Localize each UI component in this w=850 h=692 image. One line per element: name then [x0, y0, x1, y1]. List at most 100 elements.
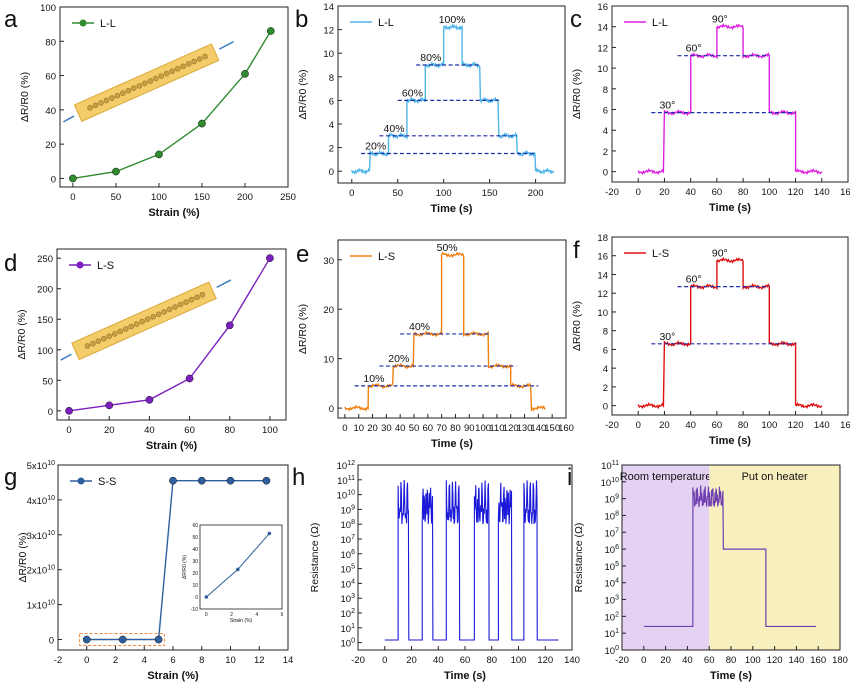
legend-marker: [76, 261, 84, 269]
panel-h: -20 0 20 40 60 80 100 120 140 100 101 102 103 104 105 1…: [292, 460, 580, 682]
x-tick-label: 20: [104, 425, 115, 436]
x-tick-label: 250: [280, 192, 296, 203]
data-point: [262, 476, 271, 485]
inset-y-tick-label: 50: [192, 535, 198, 541]
y-tick-label: 2x1010: [27, 565, 56, 577]
y-tick-label: 150: [37, 315, 53, 326]
y-tick-label: 8: [603, 327, 608, 338]
x-tick-label: 40: [433, 655, 444, 666]
x-tick-label: 100: [151, 192, 167, 203]
y-tick-label: 80: [45, 37, 56, 48]
fiber-bead: [139, 318, 145, 325]
fiber-bead: [153, 75, 159, 82]
region-label: Put on heater: [742, 471, 808, 483]
x-tick-label: 60: [704, 655, 715, 666]
inset-frame: [199, 524, 283, 610]
fiber-bead: [101, 335, 107, 342]
x-tick-label: 14: [283, 655, 294, 666]
y-tick-label: 14: [597, 23, 608, 34]
fiber-bead: [199, 292, 206, 298]
y-tick-label: 16: [597, 2, 608, 13]
stretch-arrow: [60, 353, 72, 361]
x-axis-label: Time (s): [709, 202, 751, 214]
fiber-bead: [202, 53, 208, 60]
panel-letter: a: [4, 6, 18, 33]
x-axis-label: Strain (%): [146, 440, 198, 452]
y-tick-label: 4: [329, 120, 334, 131]
x-tick-label: 0: [641, 655, 646, 666]
y-tick-label: 16: [597, 252, 608, 263]
x-tick-label: 140: [530, 423, 546, 434]
data-point: [145, 395, 154, 404]
series-line: [69, 257, 271, 412]
fiber-illustration: [60, 279, 232, 361]
level-label: 30°: [659, 100, 675, 112]
x-tick-label: 60: [712, 420, 723, 431]
fiber-bead: [98, 100, 104, 106]
y-axis-label: ΔR/R0 (%): [17, 532, 29, 582]
inset-x-tick-label: 2: [230, 612, 233, 618]
x-tick-label: 60: [184, 425, 195, 436]
fiber-bead: [106, 333, 113, 340]
y-tick-label: 10: [597, 64, 608, 75]
panel-g: -2 0 2 4 6 8 10 12 1401x10102x10103x10104x10105x…: [4, 460, 293, 682]
inset-y-axis-label: ΔR/R0 (%): [182, 555, 188, 579]
fiber-bead: [177, 301, 184, 308]
x-tick-label: 0: [382, 655, 387, 666]
fiber-bead: [185, 61, 192, 67]
axes-frame: [337, 239, 567, 419]
x-tick-label: 100: [761, 420, 777, 431]
inset-y-tick-label: 10: [192, 583, 198, 589]
y-tick-label: 6: [603, 106, 608, 117]
fiber-bead: [158, 73, 165, 79]
legend-text: L-L: [652, 17, 668, 29]
series-line: [344, 251, 546, 413]
x-tick-label: 6: [170, 655, 175, 666]
x-tick-label: 8: [199, 655, 204, 666]
y-axis-label: ΔR/R0 (%): [16, 309, 28, 359]
y-tick-label: 18: [597, 233, 608, 244]
y-axis-label: Resistance (Ω): [309, 523, 321, 593]
fiber-bead: [103, 97, 110, 104]
x-tick-label: 60: [460, 655, 471, 666]
level-label: 60°: [686, 43, 702, 55]
x-tick-label: 20: [367, 423, 378, 434]
inset-y-tick-label: 0: [195, 595, 198, 601]
inset-data-point: [236, 567, 240, 572]
panel-letter: h: [292, 464, 305, 491]
y-tick-label: 2: [603, 383, 608, 394]
series-line: [72, 30, 272, 180]
x-tick-label: 80: [486, 655, 497, 666]
x-tick-label: 160: [840, 187, 850, 198]
y-tick-label: 40: [45, 106, 56, 117]
x-tick-label: 90: [464, 423, 475, 434]
y-tick-label: 1x1010: [27, 600, 56, 612]
panel-b: 0 50 100 150 200 0 2 4 6 8 10 12 14 Time (s) ΔR/R0 (%)…: [295, 2, 566, 215]
fiber-bead: [161, 309, 167, 315]
level-label: 20%: [388, 353, 409, 365]
legend-text: L-L: [378, 17, 394, 29]
panel-letter: i: [567, 464, 572, 491]
y-tick-label: 0: [329, 167, 334, 178]
x-tick-label: 4: [142, 655, 147, 666]
y-tick-label: 5x1010: [27, 460, 56, 472]
y-tick-label: 0: [603, 168, 608, 179]
axes-frame: [337, 5, 566, 184]
fiber-bead: [90, 340, 96, 347]
panel-letter: b: [295, 6, 308, 33]
x-axis-label: Time (s): [431, 438, 473, 450]
panel-i: Room temperature Put on heater -20 0 20 40 60 8…: [567, 460, 848, 682]
x-tick-label: 40: [682, 655, 693, 666]
fiber-bead: [142, 80, 148, 87]
y-axis-label: Resistance (Ω): [573, 523, 585, 593]
y-tick-label: 4: [603, 126, 608, 137]
fiber-bead: [155, 311, 162, 318]
series-line: [637, 256, 823, 410]
x-tick-label: 20: [406, 655, 417, 666]
x-tick-label: 100: [511, 655, 527, 666]
panel-e: 0 10 20 30 40 50 60 70 80 90 100110120130140150160…: [296, 239, 574, 450]
y-tick-label: 0: [51, 174, 56, 185]
y-tick-label: 14: [597, 270, 608, 281]
inset-plot: -10 0 10 20 30 40 50 60 0 2 4 6 Strain (%) ΔR/R0 (%): [182, 523, 284, 624]
inset-x-tick-label: 4: [255, 612, 258, 618]
